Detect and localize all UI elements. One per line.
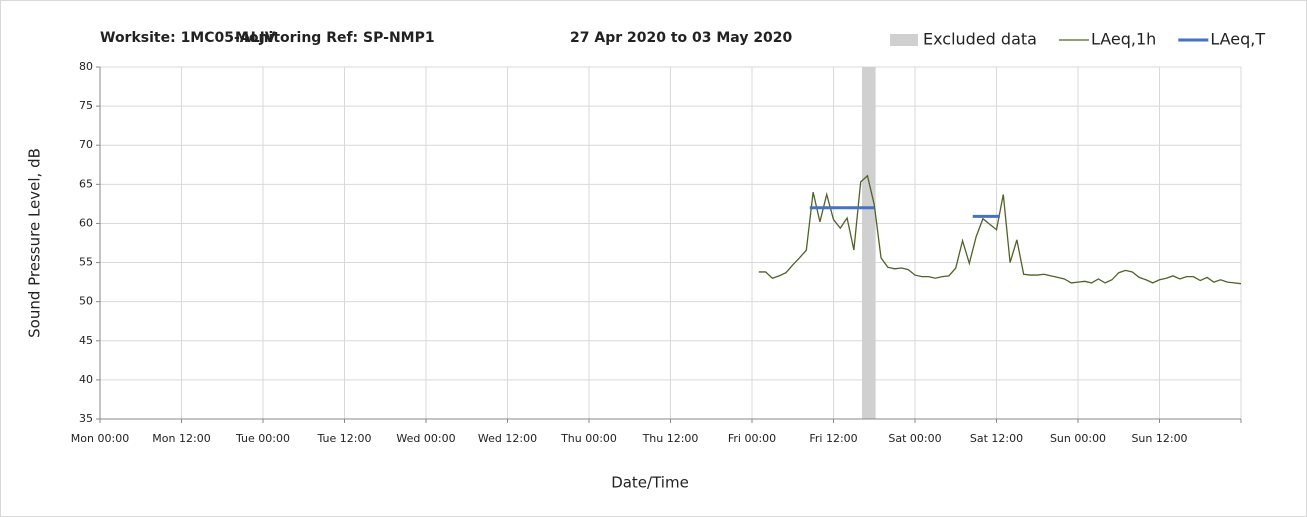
y-tick-label: 70 [79,138,93,151]
x-tick-label: Tue 12:00 [317,432,372,445]
y-tick-label: 60 [79,216,93,229]
x-tick-label: Thu 12:00 [642,432,699,445]
x-tick-label: Sun 00:00 [1050,432,1106,445]
series-line [809,206,1000,218]
legend-label: LAeq,1h [1091,30,1156,49]
y-tick-label: 80 [79,60,93,73]
x-tick-label: Sun 12:00 [1131,432,1187,445]
legend-swatch [890,34,918,46]
excluded-region [862,67,876,419]
x-tick-label: Mon 00:00 [71,432,129,445]
x-tick-label: Wed 12:00 [478,432,537,445]
x-tick-label: Wed 00:00 [396,432,455,445]
x-tick-label: Thu 00:00 [560,432,617,445]
x-tick-label: Fri 12:00 [809,432,857,445]
y-tick-label: 35 [79,412,93,425]
x-tick-label: Sat 00:00 [888,432,941,445]
x-tick-label: Fri 00:00 [728,432,776,445]
y-tick-label: 65 [79,177,93,190]
y-tick-label: 45 [79,334,93,347]
title-dates: 27 Apr 2020 to 03 May 2020 [570,30,793,46]
title-monitoring: Monitoring Ref: SP-NMP1 [235,30,435,46]
x-axis-label: Date/Time [611,474,689,492]
y-tick-label: 75 [79,99,93,112]
y-tick-label: 55 [79,256,93,269]
legend-label: LAeq,T [1210,30,1265,49]
title-worksite: Worksite: 1MC05-ALJV [100,30,276,46]
y-axis-label: Sound Pressure Level, dB [26,148,44,338]
series-line [758,174,1242,285]
y-tick-label: 50 [79,295,93,308]
x-tick-label: Mon 12:00 [152,432,210,445]
legend-label: Excluded data [923,30,1037,49]
x-tick-label: Tue 00:00 [235,432,290,445]
y-tick-label: 40 [79,373,93,386]
x-tick-label: Sat 12:00 [970,432,1023,445]
